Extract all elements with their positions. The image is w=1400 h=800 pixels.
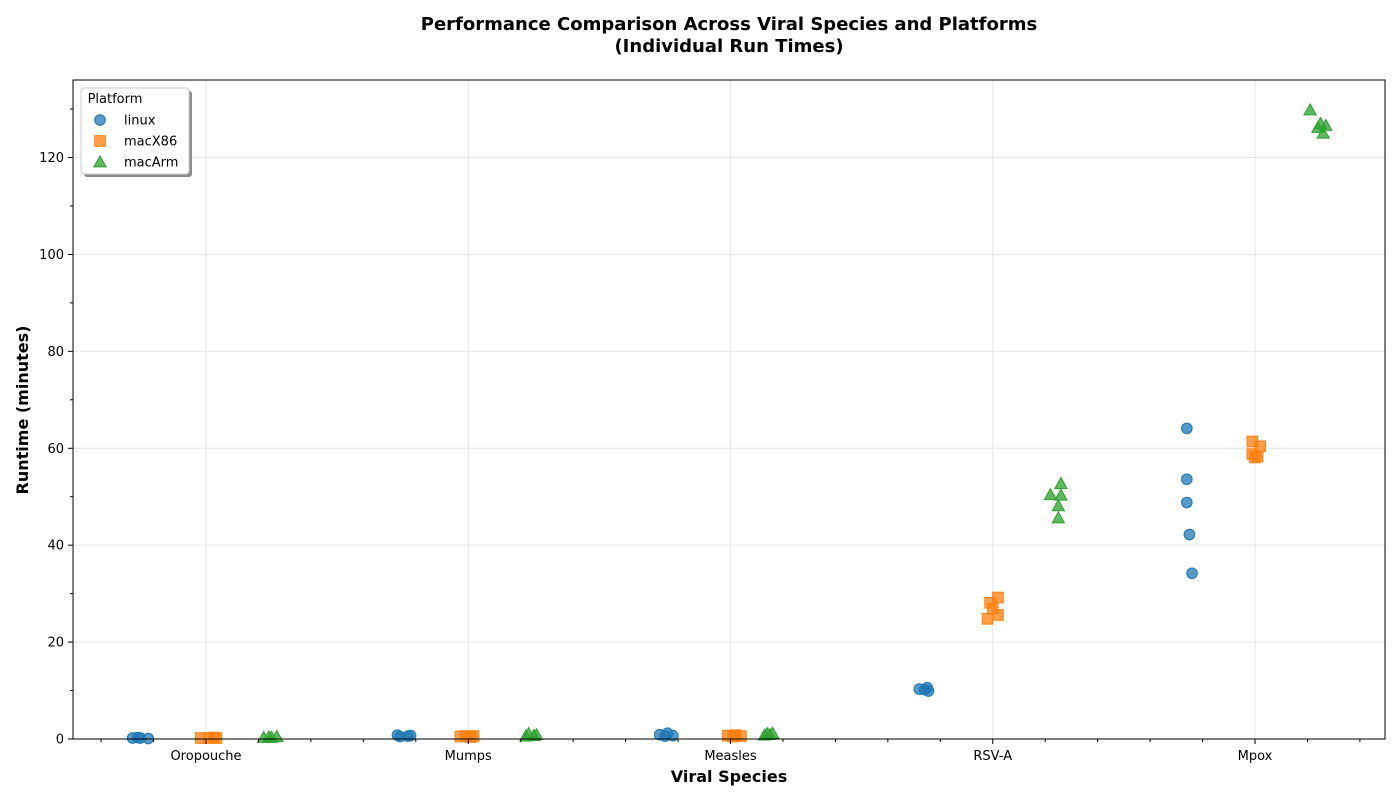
data-point-linux <box>667 729 679 742</box>
data-point-linux <box>404 729 417 742</box>
data-point-macArm <box>1043 487 1058 501</box>
chart-title: Performance Comparison Across Viral Spec… <box>421 14 1037 35</box>
y-tick-label: 20 <box>47 636 64 651</box>
data-point-linux <box>1181 496 1193 509</box>
axes: 0 20 40 60 80 100 120 Oropouche Mumps Measles RSV-… <box>39 108 1361 764</box>
x-tick-label: Oropouche <box>170 749 241 764</box>
data-point-macX86 <box>735 730 747 742</box>
series-macArm <box>256 102 1333 743</box>
x-tick-label: Mpox <box>1238 749 1273 764</box>
data-point-macArm <box>1303 102 1318 116</box>
y-tick-label: 100 <box>39 248 64 263</box>
legend: Platform linux macX86 macArm <box>80 87 192 177</box>
legend-label-macX86: macX86 <box>124 135 177 150</box>
data-points <box>126 102 1333 745</box>
data-point-macArm <box>1053 488 1068 501</box>
legend-marker-macArm <box>93 154 107 168</box>
data-point-macArm <box>1051 510 1066 524</box>
data-point-linux <box>1181 422 1193 435</box>
data-point-macX86 <box>210 732 223 744</box>
legend-marker-linux <box>94 114 106 126</box>
series-linux <box>126 422 1198 745</box>
data-point-macArm <box>1316 126 1331 139</box>
gridlines <box>73 80 1385 740</box>
series-macX86 <box>194 435 1267 744</box>
y-axis-label: Runtime (minutes) <box>13 326 32 495</box>
data-point-macX86 <box>1251 450 1264 463</box>
data-point-macArm <box>1053 476 1068 490</box>
data-point-macX86 <box>992 609 1004 621</box>
y-tick-label: 0 <box>56 733 64 748</box>
data-point-linux <box>922 685 935 697</box>
data-point-macX86 <box>467 730 480 742</box>
legend-marker-macX86 <box>94 135 106 147</box>
x-axis-label: Viral Species <box>671 767 788 786</box>
y-tick-label: 80 <box>47 345 64 360</box>
legend-label-macArm: macArm <box>124 156 178 171</box>
data-point-macX86 <box>1254 440 1267 453</box>
data-point-macX86 <box>981 613 994 625</box>
y-tick-label: 60 <box>47 442 64 457</box>
data-point-macArm <box>1051 498 1066 512</box>
chart-subtitle: (Individual Run Times) <box>614 36 843 57</box>
plot-frame <box>72 79 1386 740</box>
data-point-linux <box>1183 528 1196 541</box>
y-tick-label: 120 <box>39 151 64 166</box>
data-point-macArm <box>765 726 780 739</box>
x-tick-label: Mumps <box>445 749 492 764</box>
legend-box <box>80 87 190 175</box>
data-point-linux <box>1181 473 1193 486</box>
legend-label-linux: linux <box>124 114 156 129</box>
legend-title: Platform <box>88 92 143 107</box>
data-point-macArm <box>529 727 544 741</box>
y-tick-label: 40 <box>47 539 64 554</box>
x-tick-label: RSV-A <box>973 749 1012 764</box>
x-tick-label: Measles <box>704 749 757 764</box>
data-point-macX86 <box>992 591 1004 604</box>
data-point-macArm <box>1318 118 1333 131</box>
data-point-linux <box>1186 567 1198 580</box>
